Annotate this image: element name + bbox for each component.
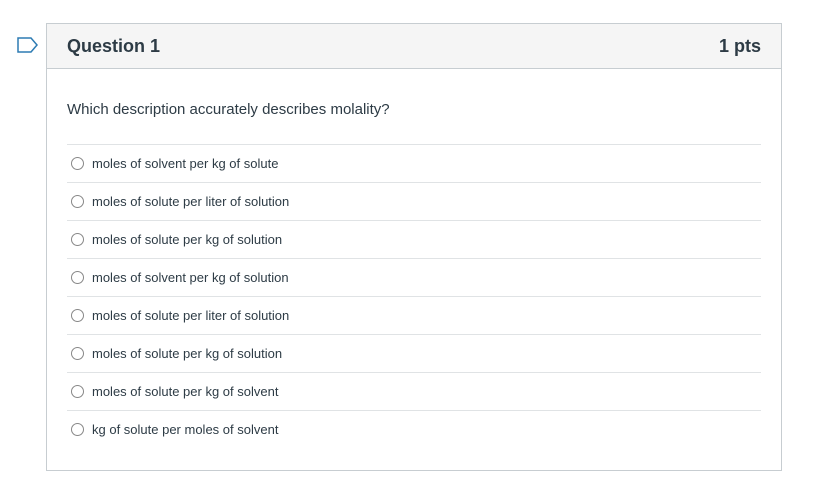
radio-button[interactable] bbox=[71, 347, 84, 360]
question-text: Which description accurately describes m… bbox=[67, 101, 390, 118]
question-card: Question 1 1 pts Which description accur… bbox=[46, 23, 782, 471]
question-body: Which description accurately describes m… bbox=[47, 101, 781, 448]
answer-text: moles of solute per kg of solvent bbox=[92, 384, 279, 399]
answer-text: moles of solute per kg of solution bbox=[92, 346, 283, 361]
answer-option[interactable]: moles of solvent per kg of solute bbox=[67, 144, 761, 182]
answer-option[interactable]: moles of solute per kg of solvent bbox=[67, 372, 761, 410]
answer-option[interactable]: moles of solute per liter of solution bbox=[67, 182, 761, 220]
radio-button[interactable] bbox=[71, 423, 84, 436]
answer-option[interactable]: moles of solute per liter of solution bbox=[67, 296, 761, 334]
answer-option[interactable]: moles of solute per kg of solution bbox=[67, 334, 761, 372]
answer-text: moles of solvent per kg of solution bbox=[92, 270, 289, 285]
radio-button[interactable] bbox=[71, 233, 84, 246]
question-points: 1 pts bbox=[718, 35, 761, 56]
answer-option[interactable]: moles of solute per kg of solution bbox=[67, 220, 761, 258]
question-header: Question 1 1 pts bbox=[47, 24, 781, 69]
answer-text: moles of solute per liter of solution bbox=[92, 194, 290, 209]
radio-button[interactable] bbox=[71, 195, 84, 208]
answer-list: moles of solvent per kg of solute moles o… bbox=[67, 144, 761, 448]
radio-button[interactable] bbox=[71, 385, 84, 398]
radio-button[interactable] bbox=[71, 309, 84, 322]
answer-text: kg of solute per moles of solvent bbox=[92, 422, 279, 437]
question-title: Question 1 bbox=[67, 35, 161, 56]
answer-text: moles of solvent per kg of solute bbox=[92, 156, 279, 171]
answer-text: moles of solute per kg of solution bbox=[92, 232, 283, 247]
radio-button[interactable] bbox=[71, 271, 84, 284]
radio-button[interactable] bbox=[71, 157, 84, 170]
answer-option[interactable]: moles of solvent per kg of solution bbox=[67, 258, 761, 296]
answer-text: moles of solute per liter of solution bbox=[92, 308, 290, 323]
answer-option[interactable]: kg of solute per moles of solvent bbox=[67, 410, 761, 448]
flag-icon[interactable] bbox=[17, 37, 39, 55]
